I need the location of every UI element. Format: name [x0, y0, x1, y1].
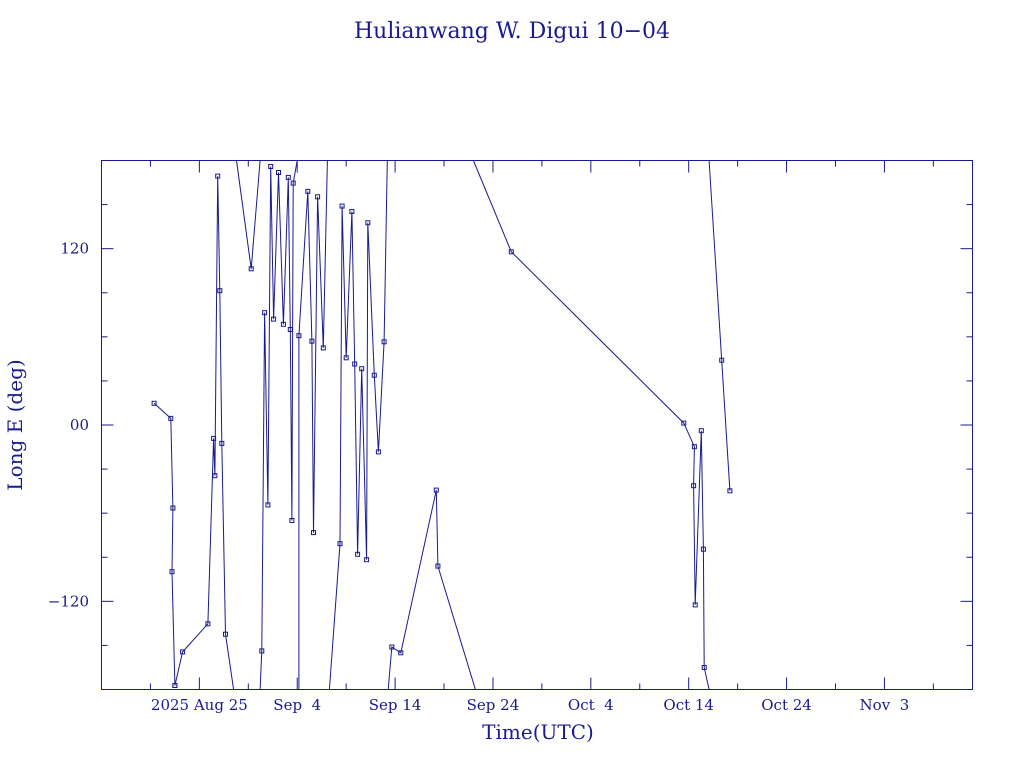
- data-point: [290, 180, 296, 186]
- data-point: [691, 444, 697, 450]
- series-line: [708, 160, 731, 491]
- data-point: [389, 644, 395, 650]
- data-point: [681, 420, 687, 426]
- series-line: [174, 176, 235, 690]
- plot-frame: [101, 160, 973, 690]
- data-point: [311, 530, 316, 536]
- series-line: [472, 160, 710, 690]
- data-point: [151, 400, 157, 406]
- x-tick-label: Sep 4: [273, 696, 321, 714]
- x-tick-label: Sep 24: [467, 696, 520, 714]
- x-tick-label: 2025 Aug 25: [151, 696, 248, 714]
- x-tick-label: Oct 24: [761, 696, 812, 714]
- data-point: [435, 563, 441, 569]
- series-line: [153, 402, 176, 686]
- data-point: [352, 361, 358, 367]
- data-point: [169, 569, 175, 575]
- series-longitude: [151, 160, 733, 690]
- data-point: [719, 357, 725, 363]
- data-point: [700, 546, 706, 552]
- data-point: [217, 288, 223, 294]
- data-point: [375, 449, 381, 455]
- data-point: [265, 502, 271, 508]
- data-point: [508, 249, 514, 255]
- axis-ticks: [101, 160, 973, 690]
- x-tick-label: Sep 14: [369, 696, 422, 714]
- data-point: [168, 415, 174, 421]
- x-tick-label: Nov 3: [860, 696, 910, 714]
- data-point: [215, 173, 221, 179]
- data-point: [339, 203, 345, 209]
- data-point: [211, 435, 217, 441]
- data-point: [343, 355, 349, 361]
- series-line: [236, 160, 261, 269]
- y-tick-label: 00: [70, 416, 89, 434]
- data-point: [280, 321, 286, 327]
- data-point: [381, 339, 387, 345]
- data-point: [172, 683, 178, 688]
- x-tick-label: Oct 4: [568, 696, 614, 714]
- y-tick-label: −120: [48, 592, 89, 610]
- x-tick-label: Oct 14: [663, 696, 714, 714]
- data-point: [315, 194, 321, 200]
- data-point: [698, 428, 704, 434]
- series-line: [387, 489, 476, 690]
- data-point: [212, 473, 218, 479]
- data-point: [262, 310, 268, 316]
- x-tick-labels: 2025 Aug 25 Sep 4 Sep 14 Sep 24 Oct 4 Oct 14 O…: [151, 696, 909, 714]
- y-tick-labels: 120 00 −120: [48, 240, 89, 611]
- data-point: [371, 372, 377, 378]
- data-point: [219, 440, 225, 446]
- data-point: [205, 621, 211, 627]
- data-point: [398, 650, 404, 656]
- data-point: [289, 518, 295, 523]
- data-point: [349, 209, 355, 214]
- data-point: [285, 174, 291, 180]
- data-point: [691, 483, 697, 489]
- series-line: [298, 160, 328, 690]
- data-point: [355, 551, 361, 557]
- data-point: [364, 557, 370, 563]
- x-axis-label: Time(UTC): [482, 720, 594, 744]
- series-line: [259, 160, 298, 690]
- data-point: [223, 631, 228, 637]
- data-point: [727, 488, 733, 494]
- data-point: [276, 170, 281, 175]
- data-point: [433, 487, 439, 493]
- data-point: [701, 665, 707, 670]
- y-tick-label: 120: [60, 240, 89, 258]
- chart-title: Hulianwang W. Digui 10−04: [354, 19, 670, 44]
- data-point: [287, 327, 293, 332]
- data-point: [320, 345, 326, 351]
- data-point: [180, 649, 186, 655]
- data-point: [268, 164, 274, 169]
- data-point: [309, 338, 315, 344]
- data-point: [170, 505, 176, 511]
- data-point: [259, 648, 265, 654]
- data-point: [296, 333, 302, 339]
- y-axis-label: Long E (deg): [3, 359, 27, 490]
- data-point: [248, 266, 254, 272]
- data-point: [365, 220, 371, 226]
- data-point: [359, 366, 365, 372]
- data-point: [337, 541, 343, 547]
- series-line: [328, 160, 388, 690]
- data-point: [692, 602, 698, 608]
- data-point: [305, 188, 311, 194]
- data-point: [271, 316, 277, 322]
